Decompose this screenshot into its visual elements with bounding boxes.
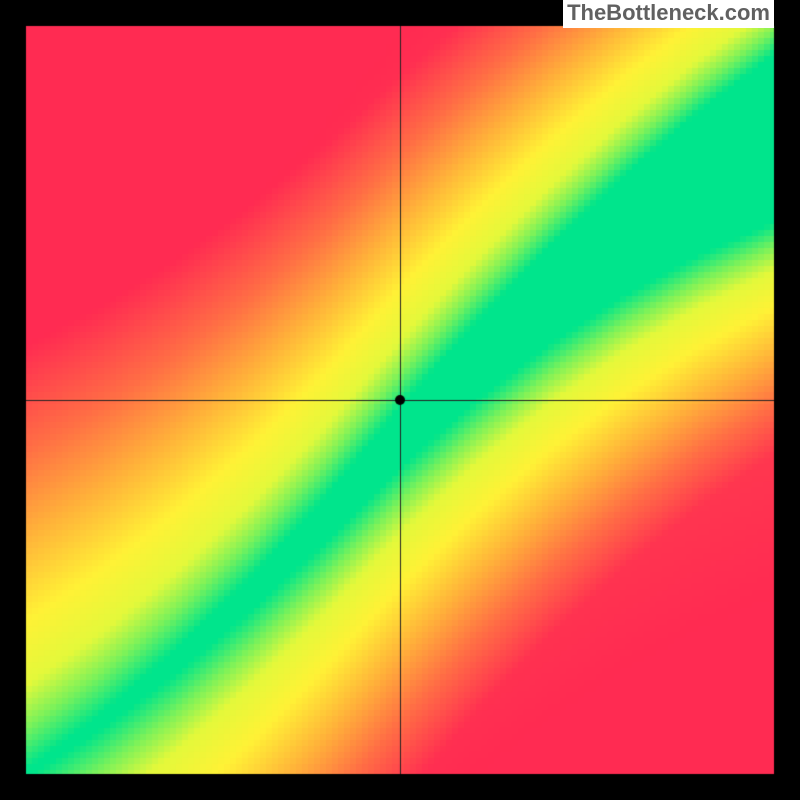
- attribution-label: TheBottleneck.com: [563, 0, 774, 28]
- bottleneck-heatmap: [0, 0, 800, 800]
